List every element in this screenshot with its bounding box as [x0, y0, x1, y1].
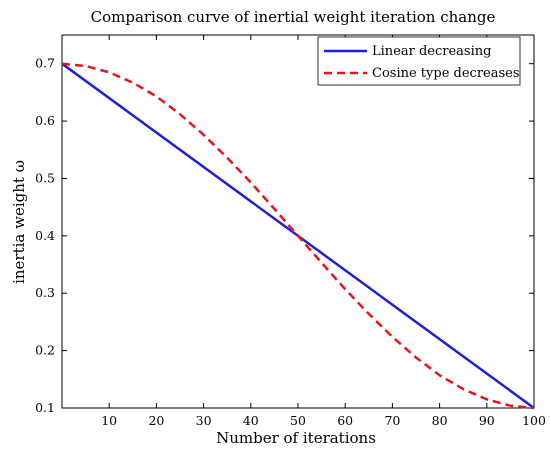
x-tick-label: 60 [337, 413, 353, 428]
x-tick-label: 20 [148, 413, 164, 428]
x-tick-label: 50 [290, 413, 306, 428]
legend: Linear decreasing Cosine type decreases [317, 36, 521, 86]
x-tick-label: 70 [384, 413, 400, 428]
plot-frame [61, 34, 535, 409]
y-tick-label: 0.2 [35, 343, 55, 358]
x-tick-label: 10 [101, 413, 117, 428]
legend-box [317, 36, 521, 86]
y-tick-label: 0.1 [35, 400, 55, 415]
x-tick-label: 80 [432, 413, 448, 428]
x-tick-label: 30 [196, 413, 212, 428]
y-tick-label: 0.5 [35, 170, 55, 185]
y-tick-label: 0.3 [35, 285, 55, 300]
series-line-cosine [61, 62, 535, 410]
legend-label-linear: Linear decreasing [372, 44, 491, 59]
y-tick-label: 0.7 [35, 56, 55, 71]
x-tick-label: 90 [479, 413, 495, 428]
legend-label-cosine: Cosine type decreases [372, 66, 520, 81]
x-tick-label: 40 [243, 413, 259, 428]
x-tick-label: 100 [522, 413, 546, 428]
chart-title: Comparison curve of inertial weight iter… [91, 8, 496, 26]
x-axis-label: Number of iterations [216, 429, 376, 447]
y-tick-label: 0.6 [35, 113, 55, 128]
y-axis-label: inertia weight ω [10, 160, 28, 284]
y-tick-label: 0.4 [35, 228, 55, 243]
